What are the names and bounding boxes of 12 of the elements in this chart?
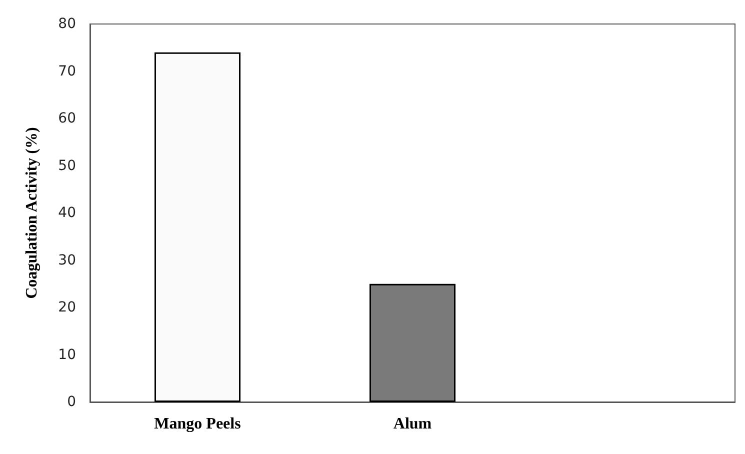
y-tick-label: 0: [67, 394, 76, 410]
y-tick-label: 40: [58, 205, 76, 221]
y-tick-label: 70: [58, 63, 76, 80]
y-tick-label: 60: [58, 110, 76, 126]
x-tick-label: Mango Peels: [154, 416, 241, 432]
y-tick-label: 10: [58, 346, 76, 363]
y-tick-label: 80: [58, 16, 76, 32]
y-tick-label: 20: [58, 300, 76, 316]
x-tick-label: Alum: [393, 416, 432, 432]
y-tick-label: 50: [58, 158, 76, 174]
y-tick-label: 30: [58, 252, 76, 268]
y-axis-title: Coagulation Activity (%): [24, 127, 40, 299]
